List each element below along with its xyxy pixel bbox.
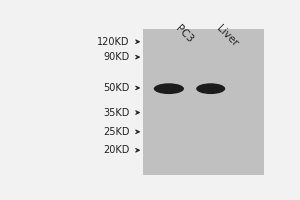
- Text: 90KD: 90KD: [103, 52, 129, 62]
- Text: 35KD: 35KD: [103, 108, 129, 118]
- Text: 20KD: 20KD: [103, 145, 129, 155]
- Ellipse shape: [154, 83, 184, 94]
- Text: 120KD: 120KD: [97, 37, 129, 47]
- Text: 25KD: 25KD: [103, 127, 129, 137]
- Text: PC3: PC3: [173, 23, 195, 44]
- Ellipse shape: [196, 83, 225, 94]
- Text: Liver: Liver: [214, 23, 239, 48]
- Bar: [143, 29, 264, 175]
- Text: 50KD: 50KD: [103, 83, 129, 93]
